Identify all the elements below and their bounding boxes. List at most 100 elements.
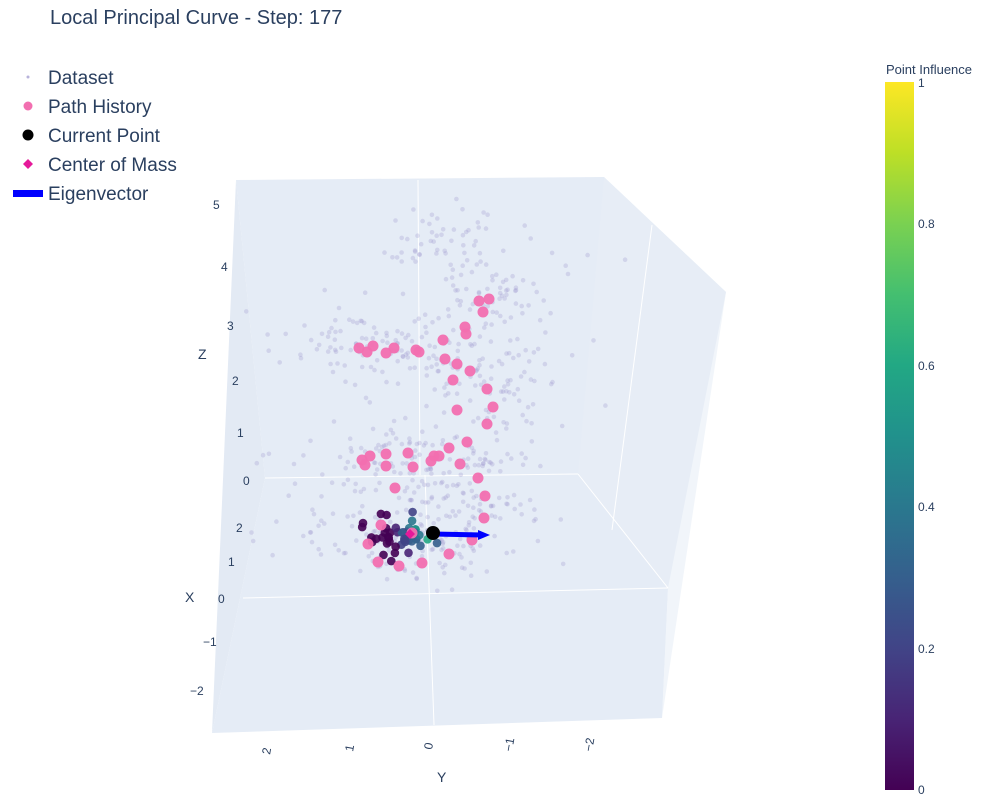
dataset-point <box>505 382 511 387</box>
dataset-point <box>492 514 498 519</box>
dataset-point <box>374 358 380 363</box>
dataset-point <box>357 510 363 515</box>
dataset-point <box>497 285 503 291</box>
dataset-point <box>476 291 482 296</box>
dataset-point <box>301 453 306 458</box>
dataset-point <box>501 248 506 254</box>
dataset-point <box>454 483 460 489</box>
dataset-point <box>249 530 254 535</box>
dataset-point <box>503 277 509 283</box>
dataset-point <box>363 336 369 342</box>
dataset-point <box>443 251 448 256</box>
dataset-point <box>505 495 510 500</box>
dataset-point <box>443 495 449 500</box>
z-tick-2: 2 <box>232 374 239 388</box>
dataset-point <box>328 345 333 350</box>
dataset-point <box>477 501 483 507</box>
path-history-point <box>362 538 374 550</box>
legend-item-current-point[interactable]: Current Point <box>22 126 161 147</box>
legend-item-eigenvector[interactable]: Eigenvector <box>13 184 149 205</box>
dataset-point <box>490 278 495 283</box>
dataset-point <box>423 500 428 505</box>
dataset-point <box>440 479 445 485</box>
dataset-point <box>443 276 449 282</box>
dataset-point <box>358 568 363 574</box>
dataset-point <box>302 323 307 328</box>
dataset-point <box>511 492 517 498</box>
dataset-point <box>310 507 315 512</box>
dataset-point <box>465 503 471 509</box>
legend-item-path-history[interactable]: Path History <box>23 97 152 118</box>
colorbar: Point Influence 1 0.8 0.6 0.4 0.2 0 <box>885 62 972 797</box>
influence-point <box>382 510 391 520</box>
dataset-point <box>565 271 571 277</box>
eigenvector-head <box>478 530 490 540</box>
legend-item-center-of-mass[interactable]: Center of Mass <box>23 155 177 176</box>
dataset-point <box>512 506 517 512</box>
dataset-point <box>471 495 477 500</box>
dataset-point <box>515 386 521 392</box>
dataset-point <box>371 529 377 534</box>
dataset-point <box>354 320 360 326</box>
dataset-point <box>440 540 446 545</box>
dataset-point <box>497 290 503 296</box>
dataset-point <box>335 361 340 366</box>
dataset-point <box>326 329 332 335</box>
dataset-point <box>498 389 504 394</box>
z-tick-5: 5 <box>213 198 220 212</box>
dataset-point <box>436 368 441 374</box>
dataset-point <box>372 514 378 520</box>
dataset-point <box>445 307 451 312</box>
influence-point <box>432 538 442 548</box>
dataset-point <box>298 352 303 358</box>
dataset-point <box>277 360 283 365</box>
path-history-point <box>443 442 455 454</box>
dataset-point <box>423 440 428 446</box>
dataset-point <box>439 547 444 553</box>
dataset-point <box>254 460 260 466</box>
dataset-point <box>500 389 506 394</box>
dataset-point <box>461 243 466 248</box>
z-tick-1: 1 <box>237 426 244 440</box>
dataset-point <box>496 358 502 364</box>
dataset-point <box>424 365 429 371</box>
dataset-point <box>318 552 324 557</box>
dataset-point <box>400 291 406 297</box>
legend-dataset-symbol <box>26 75 30 79</box>
dataset-point <box>385 340 390 346</box>
dataset-point <box>444 484 450 489</box>
dataset-point <box>471 448 477 454</box>
dataset-point <box>381 443 387 449</box>
path-history-point <box>479 490 491 502</box>
dataset-point <box>454 196 459 202</box>
dataset-point <box>325 334 331 340</box>
dataset-point <box>430 320 435 325</box>
dataset-point <box>407 439 413 445</box>
dataset-point <box>338 328 343 334</box>
dataset-point <box>520 412 525 418</box>
path-history-point <box>481 383 493 395</box>
dataset-point <box>485 286 490 292</box>
dataset-point <box>452 435 458 441</box>
dataset-point <box>483 321 489 327</box>
influence-point <box>391 542 400 551</box>
dataset-point <box>395 328 400 334</box>
dataset-point <box>301 533 306 539</box>
dataset-point <box>448 262 454 268</box>
scene-left-wall <box>212 180 265 733</box>
dataset-point <box>455 348 461 354</box>
dataset-point <box>451 327 456 333</box>
dataset-point <box>332 542 338 548</box>
legend-current-point-label: Current Point <box>48 126 161 147</box>
dataset-point <box>460 499 466 505</box>
eigenvector-arrow <box>432 530 490 540</box>
dataset-point <box>504 389 509 394</box>
dataset-point <box>482 325 487 330</box>
dataset-point <box>440 541 446 547</box>
dataset-point <box>420 218 425 224</box>
dataset-point <box>511 355 516 361</box>
dataset-point <box>463 229 469 235</box>
dataset-point <box>393 337 399 343</box>
legend-item-dataset[interactable]: Dataset <box>26 68 115 89</box>
dataset-point <box>395 358 401 364</box>
